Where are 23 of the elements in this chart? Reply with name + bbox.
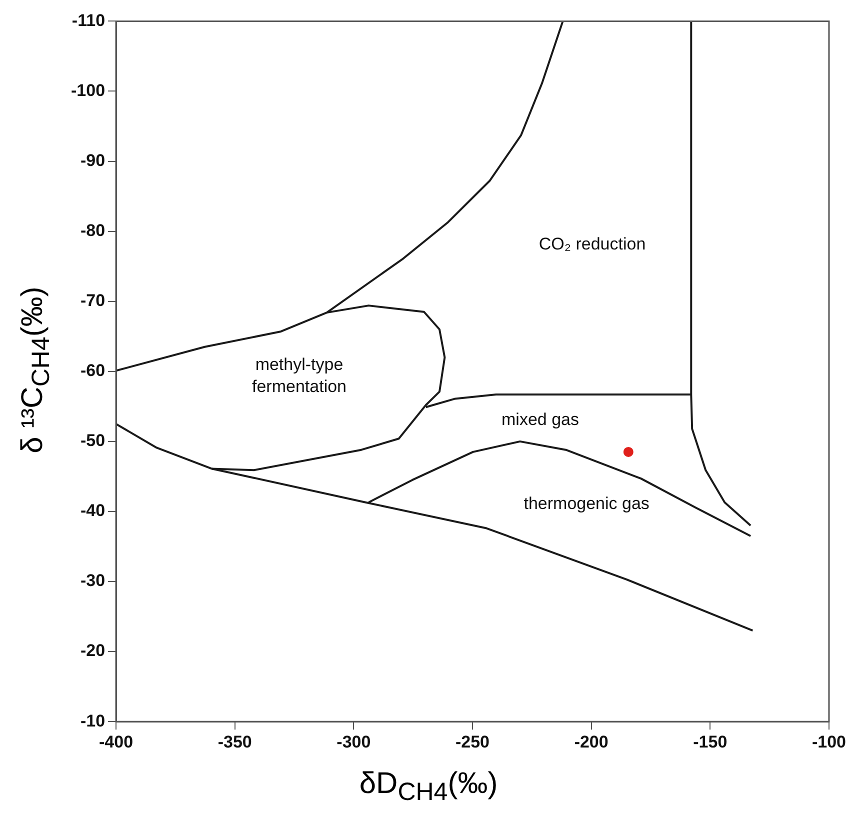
x-tick-label: -100 (812, 732, 846, 752)
annotation: mixed gas (501, 410, 579, 430)
y-tick-label: -20 (80, 641, 106, 660)
x-tick-label: -150 (693, 732, 728, 752)
y-tick-label: -100 (70, 80, 106, 100)
y-tick-label: -60 (80, 361, 106, 380)
x-tick-label: -200 (574, 732, 608, 752)
x-tick-label: -250 (455, 732, 490, 752)
y-tick-label: -90 (80, 150, 106, 170)
x-tick-label: -350 (218, 732, 252, 752)
y-tick-label: -80 (80, 221, 106, 240)
x-axis-title: δD$_{CH4}$(‰) (358, 767, 499, 807)
y-tick-label: -50 (80, 431, 106, 450)
annotation: thermogenic gas (524, 494, 650, 514)
x-tick-label: -400 (99, 732, 134, 752)
x-tick-label: -300 (336, 732, 371, 752)
annotation: CO₂ reduction (538, 234, 646, 254)
y-tick-label: -70 (80, 291, 106, 310)
y-tick-label: -30 (80, 571, 106, 590)
annotation: methyl-type fermentation (252, 354, 347, 396)
y-tick-label: -10 (80, 711, 106, 730)
y-tick-label: -110 (72, 10, 106, 30)
y-tick-label: -40 (80, 501, 106, 520)
